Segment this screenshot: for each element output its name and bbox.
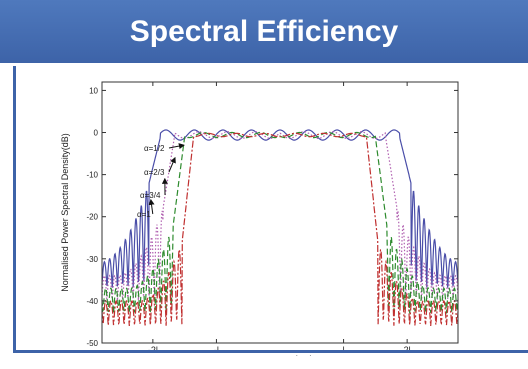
y-tick-label: -40: [86, 297, 98, 306]
slide-title: Spectral Efficiency: [129, 15, 399, 48]
series-line-4: [101, 132, 459, 327]
plot-frame: [101, 81, 459, 344]
y-tick-label: -20: [86, 213, 98, 222]
frame-left-border: [13, 66, 16, 353]
series-label: α=1/2: [144, 144, 165, 153]
y-axis-label: Normalised Power Spectral Density(dB): [60, 133, 70, 292]
frame-bottom-border: [13, 350, 528, 353]
y-tick-label: -50: [86, 339, 98, 348]
y-tick-label: 0: [94, 129, 99, 138]
y-tick-label: -10: [86, 171, 98, 180]
chart-background: [16, 66, 528, 356]
y-tick-label: 10: [89, 86, 98, 95]
series-label-arrow: [168, 156, 176, 173]
x-axis-label: Frequency(Hz): [247, 355, 313, 356]
series-line-2: [101, 131, 459, 301]
spectral-density-chart: 100-10-20-30-40-50-2l-ll2lFrequency(Hz)N…: [16, 66, 528, 356]
series-layer: [101, 129, 459, 327]
axes-layer: [101, 81, 459, 344]
series-label: α=2/3: [144, 168, 165, 177]
series-line-1: [101, 129, 459, 288]
title-bar: [0, 0, 528, 63]
series-label-arrow: [168, 143, 185, 150]
series-label: α=3/4: [140, 191, 161, 200]
series-label-arrow: [148, 198, 155, 215]
series-label: α=1: [137, 210, 151, 219]
y-tick-label: -30: [86, 255, 98, 264]
label-layer: 100-10-20-30-40-50-2l-ll2lFrequency(Hz)N…: [60, 86, 411, 356]
